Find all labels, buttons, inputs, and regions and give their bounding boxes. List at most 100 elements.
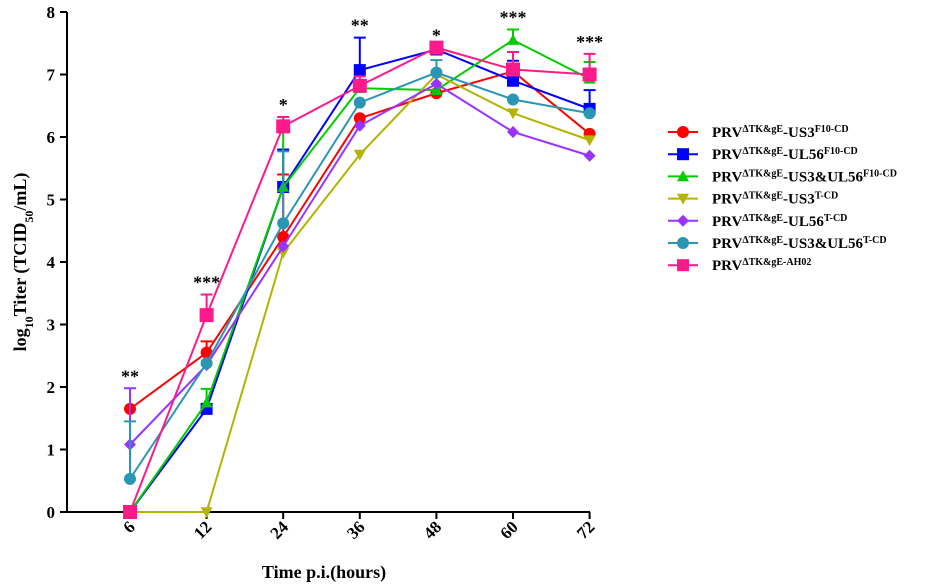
series-4 (124, 69, 596, 518)
data-point (200, 346, 213, 359)
y-tick-label: 4 (47, 253, 56, 272)
legend-marker (677, 126, 689, 138)
data-point (353, 149, 366, 161)
series-line (130, 73, 590, 513)
legend-label-main: PRV (712, 192, 742, 208)
series-7 (123, 40, 597, 519)
legend-marker (677, 170, 689, 182)
legend-label: PRVΔTK&gE-US3&UL56T-CD (712, 235, 887, 253)
significance-layer: ******** ******* (121, 8, 603, 387)
y-tick-label: 7 (47, 66, 56, 85)
y-tick-label: 5 (47, 191, 56, 210)
legend-label: PRVΔTK&gE-AH02 (712, 257, 811, 275)
legend-label-mid: -UL56 (783, 214, 824, 230)
legend-label-sup2: F10-CD (824, 146, 858, 157)
legend-label: PRVΔTK&gE-US3F10-CD (712, 124, 849, 142)
y-axis-label: log10Titer (TCID50/mL) (10, 173, 36, 352)
y-tick-label: 3 (47, 316, 56, 335)
data-point (276, 119, 291, 134)
y-tick-label: 1 (47, 441, 56, 460)
legend-marker (677, 148, 689, 161)
data-point (200, 507, 213, 518)
significance-label: *** (500, 8, 527, 28)
x-axis-label: Time p.i.(hours) (262, 562, 386, 583)
legend-label-sup: ΔTK&gE (742, 124, 783, 135)
data-point (353, 112, 366, 125)
data-point (353, 64, 366, 77)
x-tick-label: 12 (190, 517, 215, 542)
data-point (507, 34, 519, 45)
y-tick-label: 8 (47, 3, 56, 22)
data-point (583, 149, 596, 162)
x-tick-label: 60 (496, 517, 521, 542)
data-point (583, 135, 596, 147)
data-point (277, 217, 290, 230)
legend-label-main: PRV (712, 125, 742, 141)
data-point (199, 308, 214, 323)
legend-label-sup: ΔTK&gE (742, 168, 783, 179)
data-point (430, 77, 443, 90)
legend-label: PRVΔTK&gE-UL56T-CD (712, 212, 847, 230)
significance-label: ** (121, 366, 139, 386)
significance-label: *** (193, 273, 220, 293)
y-tick-label: 2 (47, 378, 56, 397)
data-point (507, 74, 519, 87)
legend-label-sup2: F10-CD (815, 124, 849, 135)
data-point (200, 396, 213, 408)
data-point (429, 40, 444, 55)
legend-item-3: PRVΔTK&gE-US3&UL56F10-CD (668, 168, 897, 185)
series-line (129, 82, 590, 446)
data-point (277, 240, 290, 253)
data-point (430, 66, 443, 79)
data-point (123, 505, 137, 519)
legend-label-mid: -UL56 (783, 147, 824, 163)
legend-label-main: PRV (712, 214, 742, 230)
legend-marker (677, 259, 689, 272)
series-6 (124, 59, 596, 485)
legend-label-main: PRV (712, 169, 742, 185)
legend-label-sup: ΔTK&gE (742, 190, 783, 201)
legend-label-sup2: T-CD (815, 190, 839, 201)
legend-label-main: PRV (712, 147, 742, 163)
legend-label-sup2: T-CD (863, 235, 887, 246)
legend-item-4: PRVΔTK&gE-US3T-CD (668, 190, 838, 208)
legend-label-sup2: F10-CD (863, 168, 897, 179)
data-point (507, 108, 519, 120)
data-point (506, 62, 520, 77)
legend-label-sup: ΔTK&gE (742, 235, 783, 246)
data-point (582, 67, 597, 82)
legend-label-mid: -US3&UL56 (783, 169, 864, 185)
legend-label-sup: ΔTK&gE (742, 212, 783, 223)
x-tick-label: 36 (343, 517, 368, 542)
legend-label: PRVΔTK&gE-UL56F10-CD (712, 146, 858, 164)
legend: PRVΔTK&gE-US3F10-CDPRVΔTK&gE-UL56F10-CDP… (668, 124, 897, 275)
significance-label: ** (351, 16, 369, 36)
legend-label-sup: ΔTK&gE (742, 146, 783, 157)
y-tick-label: 6 (47, 128, 56, 147)
legend-marker (677, 214, 689, 227)
y-tick-label: 0 (47, 503, 56, 522)
significance-label: * (432, 26, 441, 46)
data-point (353, 96, 366, 109)
series-5 (124, 77, 596, 451)
legend-item-6: PRVΔTK&gE-US3&UL56T-CD (668, 235, 887, 253)
legend-item-2: PRVΔTK&gE-UL56F10-CD (668, 146, 858, 164)
significance-label: *** (576, 32, 603, 52)
legend-label-sup2: T-CD (824, 212, 848, 223)
legend-marker (677, 237, 689, 249)
legend-label-mid: -US3 (783, 192, 815, 208)
legend-label: PRVΔTK&gE-US3T-CD (712, 190, 838, 208)
data-point (124, 472, 136, 485)
legend-label-mid: -US3&UL56 (783, 236, 864, 252)
legend-label-sup: ΔTK&gE-AH02 (742, 257, 811, 268)
data-point (353, 119, 366, 132)
data-point (352, 78, 367, 93)
x-tick-label: 6 (119, 517, 138, 536)
x-tick-label: 72 (573, 517, 598, 542)
data-point (507, 93, 519, 106)
series-layer (123, 28, 597, 519)
x-tick-label: 24 (267, 517, 293, 543)
legend-label-main: PRV (712, 236, 742, 252)
legend-label-main: PRV (712, 258, 742, 274)
